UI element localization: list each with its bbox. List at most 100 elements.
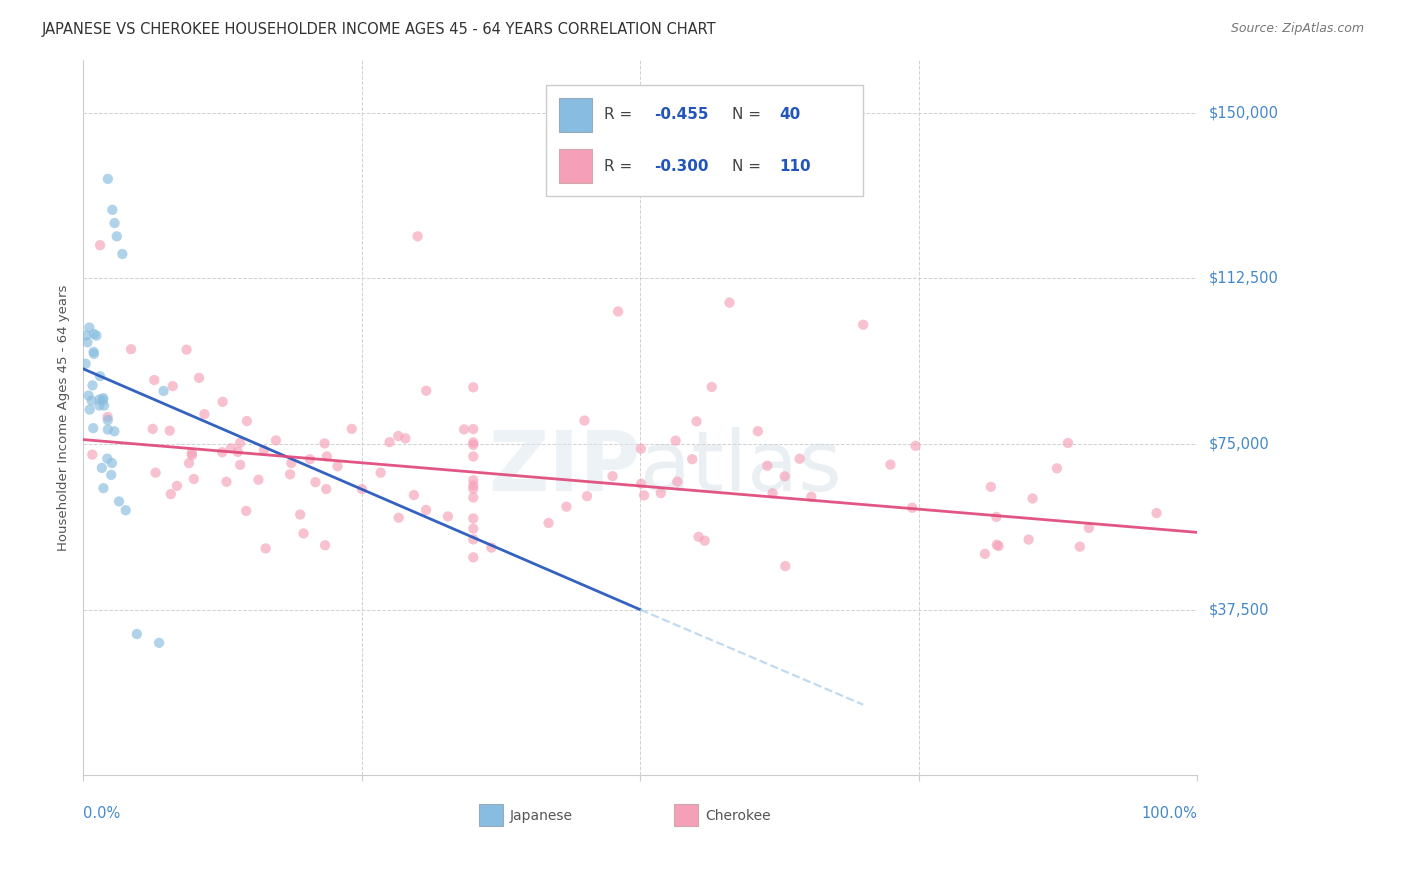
Point (101, 456, 124, 470)
Point (773, 469, 796, 483)
Point (114, 503, 136, 517)
Point (82, 378, 104, 392)
Point (700, 380, 723, 394)
Point (100, 467, 122, 482)
Point (378, 435, 401, 450)
Point (86, 328, 108, 343)
Text: R =: R = (603, 107, 637, 122)
Point (79, 320, 101, 334)
Point (800, 490, 823, 504)
Point (177, 456, 200, 470)
Point (101, 202, 124, 217)
Text: $112,500: $112,500 (1209, 271, 1278, 285)
Point (193, 407, 215, 421)
Point (1018, 533, 1040, 547)
Point (159, 424, 181, 438)
Point (82, 448, 104, 462)
Point (83, 345, 105, 359)
Point (82, 421, 104, 435)
Point (166, 479, 188, 493)
Point (103, 216, 125, 230)
Point (89, 369, 111, 384)
Point (89, 392, 111, 407)
Point (437, 509, 460, 524)
Point (394, 431, 416, 445)
Point (574, 413, 596, 427)
Point (761, 486, 783, 500)
Point (980, 480, 1002, 494)
Point (219, 442, 242, 456)
Point (463, 522, 485, 536)
Point (180, 448, 202, 462)
Point (630, 442, 652, 456)
Text: ZIP: ZIP (488, 427, 640, 508)
Point (83, 347, 105, 361)
Text: Cherokee: Cherokee (704, 809, 770, 823)
Point (904, 439, 927, 453)
Point (125, 627, 148, 641)
Point (159, 487, 181, 501)
Point (555, 500, 578, 514)
Point (350, 482, 373, 496)
Point (91, 393, 114, 408)
Point (463, 473, 485, 487)
Point (665, 434, 688, 448)
Point (97, 423, 120, 437)
Point (314, 538, 336, 552)
Point (211, 445, 233, 459)
Point (247, 473, 270, 487)
Point (254, 541, 277, 556)
Point (315, 482, 337, 496)
Point (406, 229, 429, 244)
Point (89, 238, 111, 252)
Text: -0.300: -0.300 (654, 159, 709, 174)
Point (152, 384, 174, 398)
Point (387, 429, 409, 443)
Point (229, 436, 252, 450)
Point (879, 458, 901, 472)
Point (97, 410, 120, 425)
Point (1077, 521, 1099, 535)
Text: R =: R = (603, 159, 637, 174)
Point (688, 530, 710, 544)
Point (388, 510, 411, 524)
Point (607, 304, 630, 318)
Point (463, 478, 485, 492)
Point (304, 475, 326, 490)
Point (111, 247, 134, 261)
Text: Source: ZipAtlas.com: Source: ZipAtlas.com (1230, 22, 1364, 36)
Point (292, 526, 315, 541)
Point (415, 384, 437, 398)
Point (75, 328, 97, 343)
Point (80, 393, 103, 408)
Text: JAPANESE VS CHEROKEE HOUSEHOLDER INCOME AGES 45 - 64 YEARS CORRELATION CHART: JAPANESE VS CHEROKEE HOUSEHOLDER INCOME … (42, 22, 717, 37)
Point (229, 458, 252, 472)
Point (314, 436, 336, 450)
Point (142, 422, 165, 436)
Point (180, 446, 202, 460)
Point (693, 533, 716, 548)
Point (253, 443, 276, 458)
Point (290, 508, 312, 522)
Point (280, 456, 302, 470)
Point (463, 380, 485, 394)
Point (264, 434, 287, 448)
Point (105, 229, 128, 244)
Point (145, 466, 167, 480)
Text: N =: N = (731, 107, 766, 122)
Point (681, 452, 703, 467)
Point (93, 399, 115, 413)
Point (987, 539, 1010, 553)
Point (463, 450, 485, 464)
Y-axis label: Householder Income Ages 45 - 64 years: Householder Income Ages 45 - 64 years (58, 285, 70, 550)
Point (630, 476, 652, 491)
Point (1146, 506, 1168, 520)
Point (77, 388, 100, 402)
Bar (673, 804, 699, 825)
Point (463, 491, 485, 505)
Text: $75,000: $75,000 (1209, 436, 1270, 451)
Point (576, 489, 599, 503)
Point (148, 636, 170, 650)
Point (901, 500, 924, 515)
Text: $37,500: $37,500 (1209, 602, 1270, 617)
